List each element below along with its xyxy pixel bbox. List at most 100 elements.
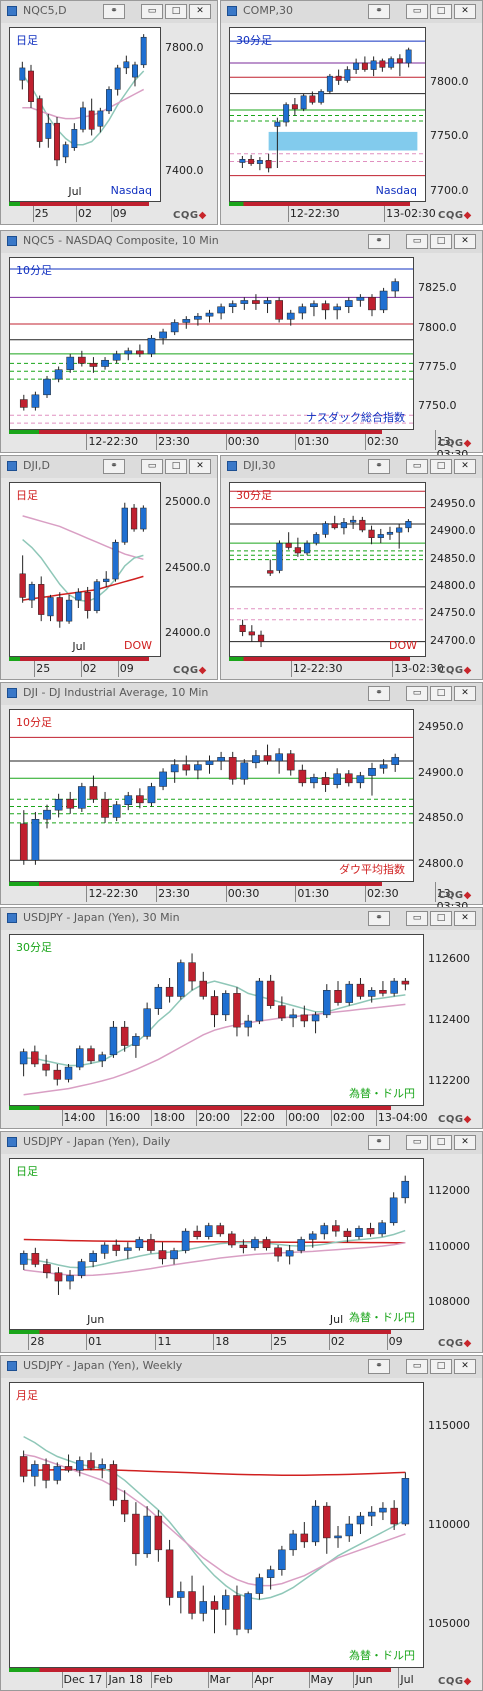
x-tick-label: 09 <box>112 207 127 220</box>
minimize-button[interactable]: ▭ <box>406 686 428 701</box>
moving-average-line <box>23 1453 406 1587</box>
candle <box>344 66 351 83</box>
candle <box>274 1245 282 1262</box>
link-icon[interactable]: ⚭ <box>368 1135 390 1150</box>
x-tick-mark <box>86 882 88 902</box>
close-button[interactable]: ✕ <box>189 4 211 19</box>
plot-area[interactable]: 日足 為替・ドル円 Jun Jul <box>9 1158 424 1330</box>
close-button[interactable]: ✕ <box>189 459 211 474</box>
x-tick-mark <box>287 202 289 222</box>
candle <box>367 987 376 1003</box>
link-icon[interactable]: ⚭ <box>103 4 125 19</box>
session-strip <box>229 202 411 206</box>
window-titlebar[interactable]: DJI,30 ⚭ ▭ □ ✕ <box>221 456 482 478</box>
chart-window-icon <box>7 461 17 471</box>
minimize-button[interactable]: ▭ <box>406 234 428 249</box>
candle <box>323 984 331 1018</box>
candle <box>331 515 338 530</box>
x-tick-mark <box>308 1668 310 1688</box>
candle <box>303 540 311 556</box>
x-tick-label: 12-22:30 <box>292 662 343 675</box>
x-tick-mark <box>156 882 158 902</box>
candle <box>289 1008 297 1028</box>
candle <box>401 1175 410 1204</box>
link-icon[interactable]: ⚭ <box>368 911 390 926</box>
plot-area[interactable]: 30分足 DOW <box>229 482 426 657</box>
window-titlebar[interactable]: USDJPY - Japan (Yen), Weekly ⚭ ▭ □ ✕ <box>1 1356 482 1378</box>
chart-svg <box>230 490 425 648</box>
plot-area[interactable]: 日足 Nasdaq Jul <box>9 27 161 202</box>
close-button[interactable]: ✕ <box>454 4 476 19</box>
candle <box>177 959 185 1000</box>
candle <box>216 1222 225 1237</box>
chart-window-nq-10: NQC5 - NASDAQ Composite, 10 Min ⚭ ▭ □ ✕ 10分足ナ… <box>0 230 483 461</box>
plot-area[interactable]: 30分足 Nasdaq <box>229 27 426 202</box>
maximize-button[interactable]: □ <box>165 459 187 474</box>
chart-window-icon <box>227 461 237 471</box>
maximize-button[interactable]: □ <box>430 1135 452 1150</box>
candle <box>322 521 329 538</box>
minimize-button[interactable]: ▭ <box>406 911 428 926</box>
maximize-button[interactable]: □ <box>430 4 452 19</box>
link-icon[interactable]: ⚭ <box>103 459 125 474</box>
window-titlebar[interactable]: NQC5 - NASDAQ Composite, 10 Min ⚭ ▭ □ ✕ <box>1 231 482 253</box>
x-tick-mark <box>353 1668 355 1688</box>
candle <box>401 978 410 991</box>
plot-area[interactable]: 月足 為替・ドル円 <box>9 1382 424 1668</box>
chart-window-dji-30: DJI,30 ⚭ ▭ □ ✕ 30分足 DOW 24950.0 24900.0 24850.0 24… <box>220 455 483 680</box>
link-icon[interactable]: ⚭ <box>368 4 390 19</box>
minimize-button[interactable]: ▭ <box>406 459 428 474</box>
maximize-button[interactable]: □ <box>430 234 452 249</box>
link-icon[interactable]: ⚭ <box>368 459 390 474</box>
close-button[interactable]: ✕ <box>454 686 476 701</box>
candle <box>76 1456 84 1477</box>
link-icon[interactable]: ⚭ <box>368 234 390 249</box>
x-tick-label: 02:00 <box>333 1111 365 1124</box>
window-titlebar[interactable]: DJI,D ⚭ ▭ □ ✕ <box>1 456 217 478</box>
close-button[interactable]: ✕ <box>454 1135 476 1150</box>
maximize-button[interactable]: □ <box>165 4 187 19</box>
window-titlebar[interactable]: DJI - DJ Industrial Average, 10 Min ⚭ ▭ □ ✕ <box>1 683 482 705</box>
candle <box>140 505 147 532</box>
window-titlebar[interactable]: NQC5,D ⚭ ▭ □ ✕ <box>1 1 217 23</box>
plot-area[interactable]: 30分足 為替・ドル円 <box>9 934 424 1106</box>
close-button[interactable]: ✕ <box>454 1359 476 1374</box>
link-icon[interactable]: ⚭ <box>368 686 390 701</box>
minimize-button[interactable]: ▭ <box>141 459 163 474</box>
candle <box>239 619 246 637</box>
minimize-button[interactable]: ▭ <box>406 1135 428 1150</box>
candle <box>298 303 307 320</box>
window-titlebar[interactable]: COMP,30 ⚭ ▭ □ ✕ <box>221 1 482 23</box>
minimize-button[interactable]: ▭ <box>406 1359 428 1374</box>
plot-area[interactable]: 10分足 ナスダック総合指数 <box>9 257 414 430</box>
x-tick-label: 20:00 <box>198 1111 230 1124</box>
window-titlebar[interactable]: USDJPY - Japan (Yen), Daily ⚭ ▭ □ ✕ <box>1 1132 482 1154</box>
x-tick-label: 23:30 <box>158 887 190 900</box>
x-tick-mark <box>155 1330 157 1350</box>
close-button[interactable]: ✕ <box>454 234 476 249</box>
x-tick-mark <box>61 1668 63 1688</box>
candle <box>333 303 342 320</box>
maximize-button[interactable]: □ <box>430 459 452 474</box>
candle <box>310 773 318 789</box>
candle <box>75 588 82 608</box>
close-button[interactable]: ✕ <box>454 911 476 926</box>
minimize-button[interactable]: ▭ <box>406 4 428 19</box>
maximize-button[interactable]: □ <box>430 686 452 701</box>
link-icon[interactable]: ⚭ <box>368 1359 390 1374</box>
candle <box>114 64 121 96</box>
chart-window-dji-10: DJI - DJ Industrial Average, 10 Min ⚭ ▭ □ ✕ 1… <box>0 682 483 913</box>
candle <box>53 1462 62 1485</box>
candle <box>42 1458 50 1489</box>
plot-area[interactable]: 10分足 ダウ平均指数 <box>9 709 414 882</box>
maximize-button[interactable]: □ <box>430 1359 452 1374</box>
candle <box>64 1064 73 1083</box>
chart-window-icon <box>7 1361 17 1371</box>
x-tick-mark <box>156 430 158 450</box>
candle <box>43 375 51 398</box>
minimize-button[interactable]: ▭ <box>141 4 163 19</box>
window-titlebar[interactable]: USDJPY - Japan (Yen), 30 Min ⚭ ▭ □ ✕ <box>1 908 482 930</box>
maximize-button[interactable]: □ <box>430 911 452 926</box>
plot-area[interactable]: 日足 DOW Jul <box>9 482 161 657</box>
close-button[interactable]: ✕ <box>454 459 476 474</box>
